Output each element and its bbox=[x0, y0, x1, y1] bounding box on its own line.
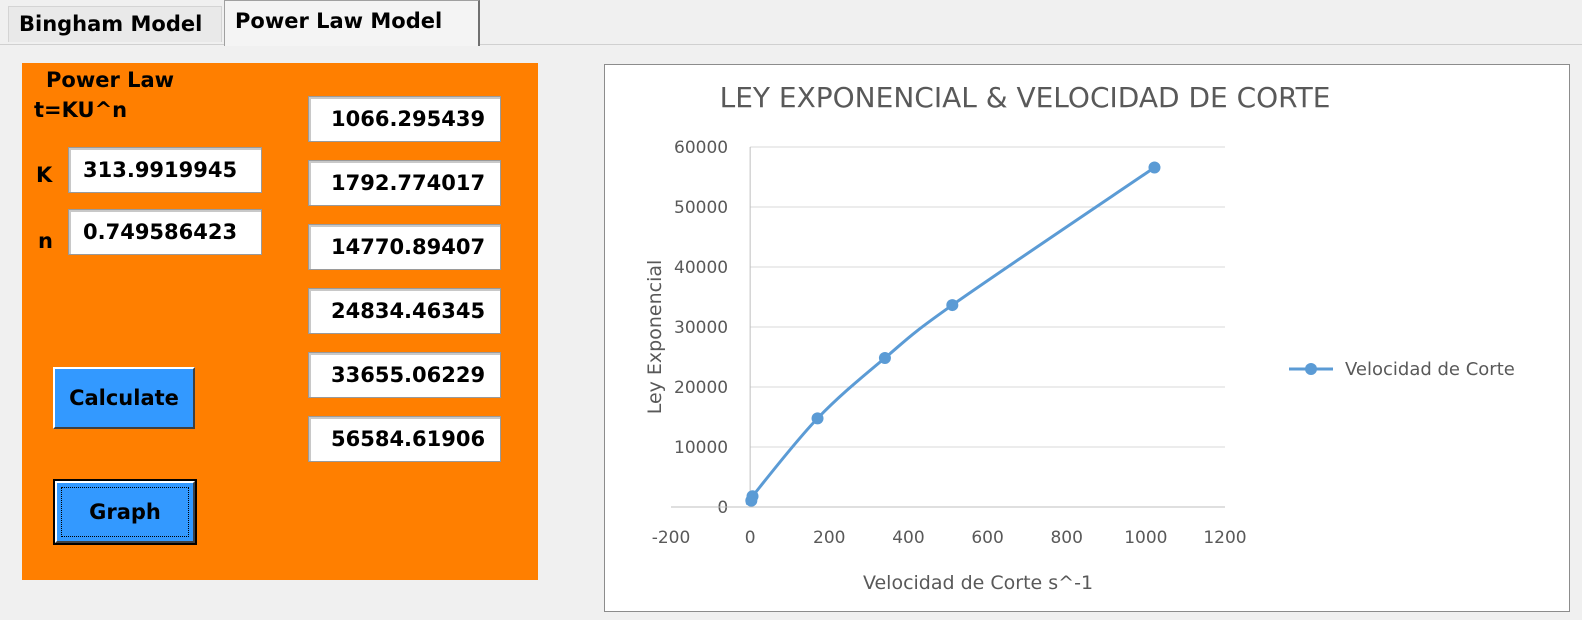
formula-label: t=KU^n bbox=[34, 98, 128, 122]
power-law-panel: Power Law t=KU^n K 313.9919945 n 0.74958… bbox=[22, 63, 538, 580]
n-input[interactable]: 0.749586423 bbox=[68, 209, 262, 255]
n-label: n bbox=[38, 229, 53, 253]
tab-divider bbox=[0, 44, 1582, 45]
x-tick-label: 400 bbox=[892, 528, 924, 548]
legend-label: Velocidad de Corte bbox=[1345, 359, 1515, 380]
k-label: K bbox=[36, 163, 53, 187]
x-tick-label: 800 bbox=[1050, 528, 1082, 548]
y-tick-label: 50000 bbox=[674, 198, 728, 218]
x-tick-label: 1000 bbox=[1124, 528, 1167, 548]
x-tick-label: 200 bbox=[813, 528, 845, 548]
calculate-button[interactable]: Calculate bbox=[53, 367, 195, 429]
y-tick-label: 30000 bbox=[674, 318, 728, 338]
tab-power-law-model[interactable]: Power Law Model bbox=[224, 0, 480, 46]
x-tick-label: 0 bbox=[745, 528, 756, 548]
legend-marker bbox=[1305, 363, 1317, 375]
k-input[interactable]: 313.9919945 bbox=[68, 147, 262, 193]
graph-button[interactable]: Graph bbox=[53, 479, 197, 545]
y-tick-label: 20000 bbox=[674, 378, 728, 398]
tab-strip: Bingham Model Power Law Model bbox=[0, 0, 1582, 46]
result-field-6[interactable]: 56584.61906 bbox=[308, 416, 501, 462]
x-tick-label: 600 bbox=[971, 528, 1003, 548]
y-tick-label: 60000 bbox=[674, 138, 728, 158]
data-point bbox=[1148, 161, 1161, 174]
result-field-2[interactable]: 1792.774017 bbox=[308, 160, 501, 206]
series-line bbox=[745, 166, 1156, 505]
panel-title: Power Law bbox=[46, 68, 175, 92]
tab-bingham-model[interactable]: Bingham Model bbox=[8, 6, 222, 42]
x-tick-label: 1200 bbox=[1203, 528, 1246, 548]
chart-svg: LEY EXPONENCIAL & VELOCIDAD DE CORTE 0 100… bbox=[644, 81, 1515, 594]
data-point bbox=[746, 490, 759, 503]
data-point bbox=[811, 412, 824, 425]
result-field-1[interactable]: 1066.295439 bbox=[308, 96, 501, 142]
result-field-3[interactable]: 14770.89407 bbox=[308, 224, 501, 270]
y-tick-label: 10000 bbox=[674, 438, 728, 458]
x-tick-label: -200 bbox=[652, 528, 691, 548]
data-point bbox=[946, 299, 959, 312]
result-field-4[interactable]: 24834.46345 bbox=[308, 288, 501, 334]
y-tick-label: 40000 bbox=[674, 258, 728, 278]
chart-title: LEY EXPONENCIAL & VELOCIDAD DE CORTE bbox=[720, 81, 1331, 114]
y-tick-label: 0 bbox=[717, 498, 728, 518]
result-field-5[interactable]: 33655.06229 bbox=[308, 352, 501, 398]
data-point bbox=[878, 351, 891, 364]
y-axis-title: Ley Exponencial bbox=[644, 260, 666, 415]
chart-area: LEY EXPONENCIAL & VELOCIDAD DE CORTE 0 100… bbox=[604, 64, 1570, 612]
x-axis-title: Velocidad de Corte s^-1 bbox=[863, 572, 1093, 594]
